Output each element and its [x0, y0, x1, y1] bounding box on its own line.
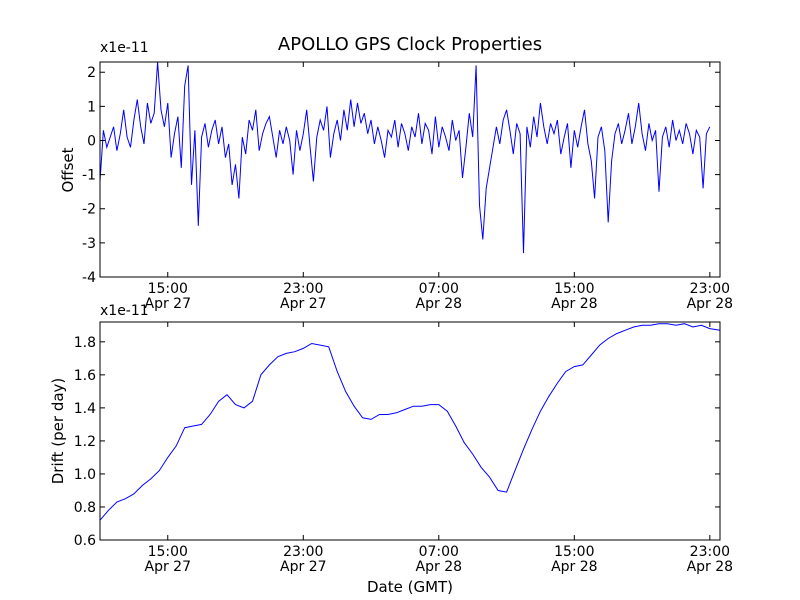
- offset-xtick-time-label: 23:00: [283, 281, 323, 297]
- offset-y-ticks: -4 -3 -2 -1 0 1 2: [82, 65, 720, 286]
- drift-ytick-label: 0.8: [74, 500, 96, 516]
- drift-xtick-time-label: 23:00: [690, 544, 730, 560]
- drift-exponent-label: x1e-11: [100, 303, 149, 319]
- offset-ytick-label: -4: [82, 270, 96, 286]
- drift-xtick-date-label: Apr 27: [145, 559, 191, 575]
- offset-ytick-label: 1: [87, 99, 96, 115]
- drift-xtick-time-label: 07:00: [419, 544, 459, 560]
- offset-y-axis-label: Offset: [59, 147, 77, 192]
- offset-series-line: [99, 61, 711, 254]
- x-axis-label: Date (GMT): [367, 578, 453, 596]
- offset-exponent-label: x1e-11: [100, 40, 149, 56]
- drift-ytick-label: 1.4: [74, 401, 96, 417]
- drift-y-axis-label: Drift (per day): [49, 378, 67, 485]
- offset-xtick-date-label: Apr 28: [416, 296, 462, 312]
- drift-xtick-date-label: Apr 28: [687, 559, 733, 575]
- offset-ytick-label: -2: [82, 202, 96, 218]
- drift-xtick-date-label: Apr 28: [551, 559, 597, 575]
- drift-axes-frame: [99, 321, 721, 541]
- drift-xtick-time-label: 15:00: [148, 544, 188, 560]
- offset-ytick-label: -1: [82, 168, 96, 184]
- offset-xtick-date-label: Apr 28: [551, 296, 597, 312]
- drift-ytick-label: 1.6: [74, 368, 96, 384]
- drift-xtick-time-label: 15:00: [554, 544, 594, 560]
- drift-xtick-date-label: Apr 28: [416, 559, 462, 575]
- drift-ytick-label: 0.6: [74, 533, 96, 549]
- offset-ytick-label: 2: [87, 65, 96, 81]
- offset-ytick-label: -3: [82, 236, 96, 252]
- offset-xtick-time-label: 23:00: [690, 281, 730, 297]
- figure-title: APOLLO GPS Clock Properties: [278, 34, 542, 55]
- drift-ytick-label: 1.8: [74, 335, 96, 351]
- offset-xtick-time-label: 07:00: [419, 281, 459, 297]
- drift-ytick-label: 1.0: [74, 467, 96, 483]
- offset-xtick-time-label: 15:00: [554, 281, 594, 297]
- drift-xtick-time-label: 23:00: [283, 544, 323, 560]
- offset-xtick-time-label: 15:00: [148, 281, 188, 297]
- drift-y-ticks: 0.6 0.8 1.0 1.2 1.4 1.6 1.8: [74, 335, 720, 549]
- offset-xtick-date-label: Apr 27: [145, 296, 191, 312]
- drift-ytick-label: 1.2: [74, 434, 96, 450]
- drift-xtick-date-label: Apr 27: [280, 559, 326, 575]
- offset-ytick-label: 0: [87, 133, 96, 149]
- offset-xtick-date-label: Apr 27: [280, 296, 326, 312]
- offset-xtick-date-label: Apr 28: [687, 296, 733, 312]
- offset-axes-frame: [99, 61, 721, 278]
- drift-series-line: [99, 323, 721, 521]
